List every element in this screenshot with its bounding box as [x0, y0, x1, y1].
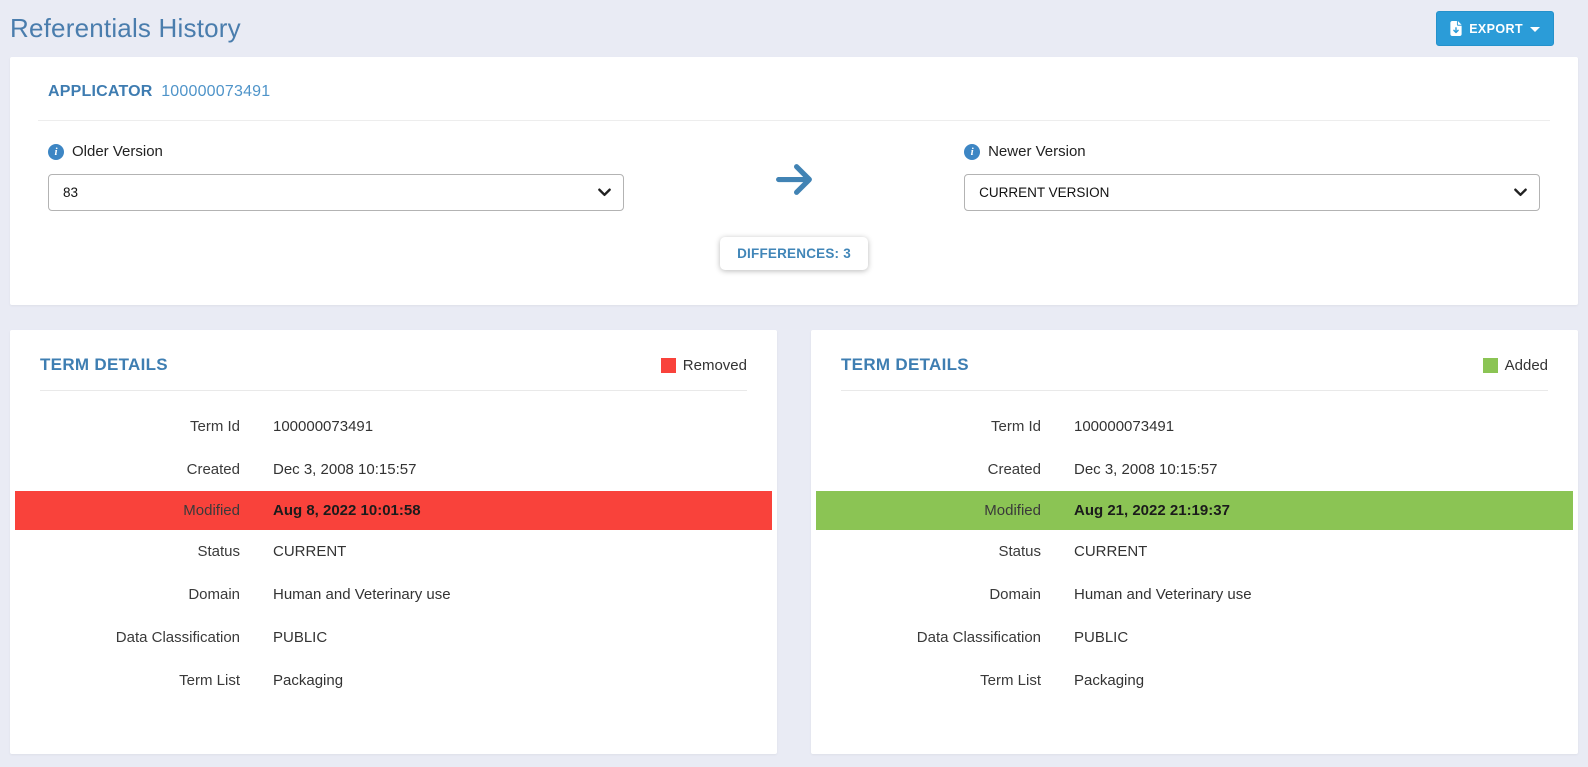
panel-header: TERM DETAILS Removed	[40, 355, 747, 375]
term-details-panel-newer: TERM DETAILS Added Term Id 100000073491 Cr…	[811, 330, 1578, 754]
table-row: Created Dec 3, 2008 10:15:57	[816, 448, 1573, 491]
row-label: Modified	[984, 502, 1041, 519]
info-icon[interactable]: i	[964, 143, 981, 160]
table-row: Domain Human and Veterinary use	[15, 573, 772, 616]
legend: Added	[1482, 356, 1548, 374]
table-row: Term List Packaging	[816, 659, 1573, 702]
row-label: Domain	[188, 586, 240, 603]
row-value: Packaging	[273, 672, 344, 689]
row-value: PUBLIC	[1074, 629, 1129, 646]
legend-swatch-removed	[660, 357, 676, 373]
heading-divider	[38, 120, 1550, 121]
row-label: Term List	[980, 672, 1041, 689]
row-label: Status	[998, 543, 1041, 560]
details-table: Term Id 100000073491 Created Dec 3, 2008 10…	[811, 405, 1578, 702]
table-row: Modified Aug 8, 2022 10:01:58	[15, 491, 772, 530]
caret-down-icon	[1530, 26, 1540, 32]
older-version-select-wrap: 83	[48, 174, 624, 211]
legend-label: Added	[1504, 356, 1548, 374]
term-details-panels: TERM DETAILS Removed Term Id 100000073491…	[10, 330, 1578, 754]
table-row: Data Classification PUBLIC	[15, 616, 772, 659]
panel-divider	[841, 390, 1548, 391]
row-label: Modified	[183, 502, 240, 519]
card-heading: APPLICATOR 100000073491	[48, 83, 1540, 101]
differences-badge: DIFFERENCES: 3	[720, 237, 868, 270]
row-label: Data Classification	[115, 629, 240, 646]
legend: Removed	[660, 356, 747, 374]
version-compare-card: APPLICATOR 100000073491 i Older Version …	[10, 57, 1578, 305]
page-title: Referentials History	[10, 13, 241, 43]
row-label: Term Id	[189, 418, 240, 435]
older-version-label-row: i Older Version	[48, 143, 624, 160]
row-value: Dec 3, 2008 10:15:57	[273, 461, 417, 478]
row-value: Human and Veterinary use	[273, 586, 451, 603]
applicator-id: 100000073491	[161, 83, 271, 100]
export-button-label: EXPORT	[1469, 21, 1523, 36]
top-bar: Referentials History EXPORT	[10, 0, 1578, 57]
applicator-label: APPLICATOR	[48, 83, 153, 100]
older-version-column: i Older Version 83	[48, 143, 624, 211]
table-row: Term Id 100000073491	[816, 405, 1573, 448]
row-label: Created	[186, 461, 240, 478]
row-label: Data Classification	[916, 629, 1041, 646]
table-row: Domain Human and Veterinary use	[816, 573, 1573, 616]
older-version-select[interactable]: 83	[48, 174, 624, 211]
version-compare-row: i Older Version 83	[48, 143, 1540, 211]
term-details-panel-older: TERM DETAILS Removed Term Id 100000073491…	[10, 330, 777, 754]
panel-divider	[40, 390, 747, 391]
differences-row: DIFFERENCES: 3	[48, 237, 1540, 270]
table-row: Status CURRENT	[816, 530, 1573, 573]
row-value: CURRENT	[1074, 543, 1148, 560]
info-icon[interactable]: i	[48, 143, 64, 160]
file-download-icon	[1450, 21, 1462, 36]
row-value: Aug 8, 2022 10:01:58	[273, 502, 421, 519]
table-row: Term Id 100000073491	[15, 405, 772, 448]
arrow-right-icon	[771, 159, 817, 200]
row-label: Term List	[179, 672, 240, 689]
table-row: Status CURRENT	[15, 530, 772, 573]
row-label: Created	[987, 461, 1041, 478]
row-value: Aug 21, 2022 21:19:37	[1074, 502, 1230, 519]
row-value: 100000073491	[273, 418, 374, 435]
panel-title: TERM DETAILS	[40, 355, 168, 374]
newer-version-label-row: i Newer Version	[964, 143, 1540, 160]
table-row: Created Dec 3, 2008 10:15:57	[15, 448, 772, 491]
row-value: Packaging	[1074, 672, 1145, 689]
row-value: Dec 3, 2008 10:15:57	[1074, 461, 1218, 478]
panel-title: TERM DETAILS	[841, 355, 969, 374]
panel-header: TERM DETAILS Added	[841, 355, 1548, 375]
newer-version-label: Newer Version	[988, 143, 1086, 160]
table-row: Term List Packaging	[15, 659, 772, 702]
details-table: Term Id 100000073491 Created Dec 3, 2008 10…	[10, 405, 777, 702]
newer-version-select-wrap: CURRENT VERSION	[964, 174, 1540, 211]
export-button[interactable]: EXPORT	[1436, 11, 1554, 46]
newer-version-select[interactable]: CURRENT VERSION	[964, 174, 1540, 211]
legend-label: Removed	[682, 356, 747, 374]
older-version-label: Older Version	[72, 143, 163, 160]
row-label: Domain	[989, 586, 1041, 603]
legend-swatch-added	[1482, 357, 1498, 373]
row-label: Term Id	[990, 418, 1041, 435]
row-value: 100000073491	[1074, 418, 1175, 435]
row-label: Status	[197, 543, 240, 560]
table-row: Modified Aug 21, 2022 21:19:37	[816, 491, 1573, 530]
row-value: Human and Veterinary use	[1074, 586, 1252, 603]
row-value: CURRENT	[273, 543, 347, 560]
row-value: PUBLIC	[273, 629, 328, 646]
table-row: Data Classification PUBLIC	[816, 616, 1573, 659]
newer-version-column: i Newer Version CURRENT VERSION	[964, 143, 1540, 211]
compare-arrow-area	[624, 143, 964, 200]
